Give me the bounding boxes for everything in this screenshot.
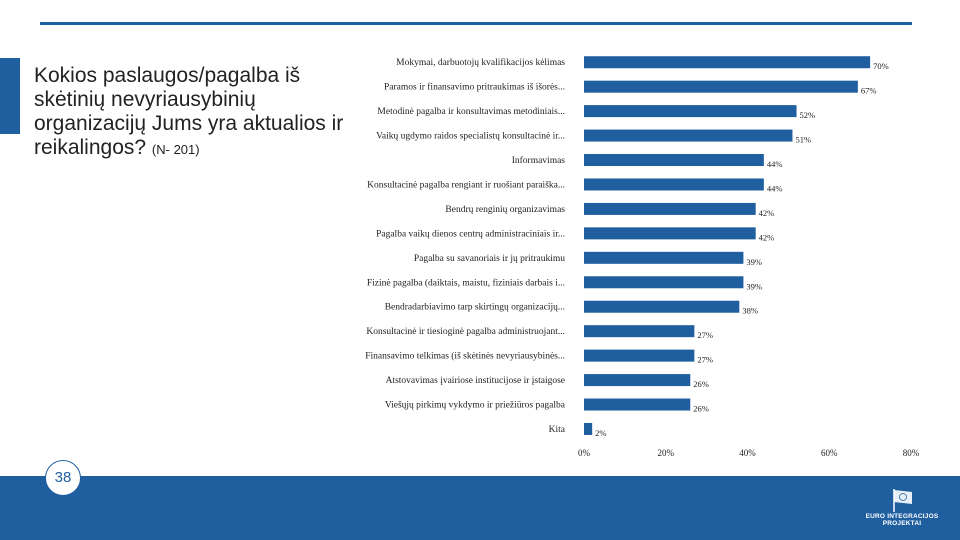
category-label: Konsultacinė pagalba rengiant ir ruošian…: [367, 180, 565, 190]
bar: [584, 349, 695, 362]
logo-line-2: INTEGRACIJOS: [887, 513, 939, 520]
x-tick-label: 0%: [578, 448, 591, 458]
value-label: 52%: [800, 110, 816, 120]
category-label: Informavimas: [512, 155, 566, 166]
value-label: 70%: [873, 61, 889, 71]
bar: [584, 105, 797, 118]
category-label: Pagalba su savanoriais ir jų pritraukimu: [414, 254, 565, 264]
logo-line-3: PROJEKTAI: [882, 520, 922, 527]
category-label: Fizinė pagalba (daiktais, maistu, fizini…: [367, 277, 565, 288]
brand-logo: EURO INTEGRACIJOS PROJEKTAI: [862, 487, 942, 531]
bar: [584, 251, 744, 264]
bar: [584, 154, 764, 167]
bar: [584, 325, 695, 338]
bar: [584, 398, 691, 411]
value-label: 2%: [595, 428, 606, 438]
bar: [584, 374, 691, 387]
bar: [584, 300, 740, 313]
bar: [584, 276, 744, 289]
value-label: 27%: [697, 355, 713, 365]
bar: [584, 202, 756, 215]
bar: [584, 56, 871, 69]
top-divider: [40, 22, 912, 25]
bar: [584, 178, 764, 191]
value-label: 42%: [759, 208, 775, 218]
question-title: Kokios paslaugos/pagalba iš skėtinių nev…: [34, 64, 354, 162]
category-label: Metodinė pagalba ir konsultavimas metodi…: [377, 107, 565, 117]
bar: [584, 422, 593, 435]
value-label: 27%: [697, 330, 713, 340]
page-number: 38: [45, 460, 81, 496]
category-label: Viešųjų pirkimų vykdymo ir priežiūros pa…: [385, 401, 566, 411]
category-label: Atstovavimas įvairiose institucijose ir …: [386, 376, 565, 386]
bar-chart: Mokymai, darbuotojų kvalifikacijos kėlim…: [365, 56, 920, 458]
category-label: Konsultacinė ir tiesioginė pagalba admin…: [366, 327, 565, 337]
x-tick-label: 40%: [739, 448, 756, 458]
sample-size: (N- 201): [151, 142, 200, 157]
value-label: 39%: [746, 257, 762, 267]
x-tick-label: 20%: [658, 448, 675, 458]
flag-icon: [893, 489, 912, 512]
bar: [584, 129, 793, 142]
value-label: 39%: [746, 281, 762, 291]
side-accent-bar: [0, 58, 20, 134]
value-label: 42%: [759, 232, 775, 242]
value-label: 38%: [742, 306, 758, 316]
category-label: Mokymai, darbuotojų kvalifikacijos kėlim…: [396, 57, 565, 68]
question-text: Kokios paslaugos/pagalba iš skėtinių nev…: [34, 64, 344, 159]
category-label: Bendradarbiavimo tarp skirtingų organiza…: [385, 303, 565, 313]
category-label: Vaikų ugdymo raidos specialistų konsulta…: [376, 132, 565, 142]
value-label: 44%: [767, 159, 783, 169]
category-label: Finansavimo telkimas (iš skėtinės nevyri…: [365, 351, 565, 362]
value-label: 26%: [693, 404, 709, 414]
bar: [584, 80, 858, 93]
category-label: Kita: [549, 425, 566, 435]
value-label: 44%: [767, 183, 783, 193]
category-label: Paramos ir finansavimo pritraukimas iš i…: [384, 82, 565, 93]
bar: [584, 227, 756, 240]
category-label: Pagalba vaikų dienos centrų administraci…: [376, 229, 565, 239]
category-label: Bendrų renginių organizavimas: [445, 205, 565, 215]
logo-text: EURO INTEGRACIJOS PROJEKTAI: [862, 513, 942, 527]
value-label: 51%: [795, 135, 811, 145]
footer-band: [0, 476, 960, 540]
x-tick-label: 60%: [821, 448, 838, 458]
value-label: 67%: [861, 86, 877, 96]
x-tick-label: 80%: [903, 448, 920, 458]
logo-line-1: EURO: [865, 513, 886, 520]
value-label: 26%: [693, 379, 709, 389]
